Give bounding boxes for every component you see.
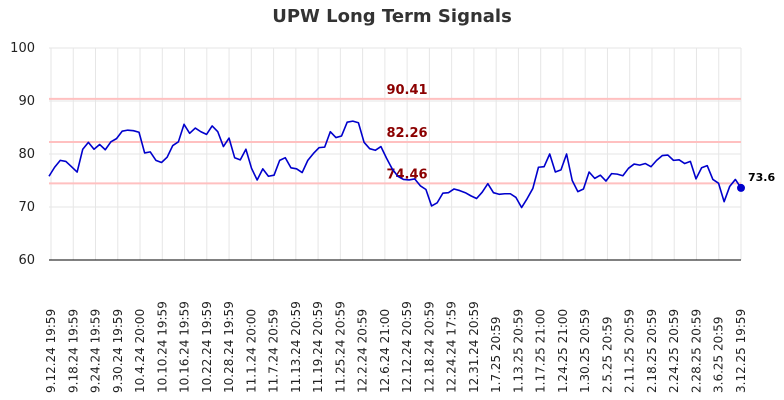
last-value-label: 73.6	[748, 171, 775, 184]
x-tick-label: 11.19.24 20:59	[311, 301, 325, 393]
x-tick-label: 10.22.24 19:59	[200, 301, 214, 393]
y-tick-label: 70	[18, 200, 35, 215]
x-tick-label: 2.24.25 20:59	[667, 309, 681, 393]
x-tick-label: 12.6.24 21:00	[378, 309, 392, 393]
x-tick-label: 9.18.24 19:59	[66, 309, 80, 393]
x-tick-label: 1.17.25 21:00	[534, 309, 548, 393]
x-tick-label: 10.28.24 19:59	[222, 301, 236, 393]
x-tick-label: 11.25.24 20:59	[333, 301, 347, 393]
x-tick-label: 9.30.24 19:59	[111, 309, 125, 393]
signal-line-label: 82.26	[386, 126, 427, 141]
x-tick-label: 12.24.24 17:59	[445, 301, 459, 393]
x-tick-label: 10.10.24 19:59	[155, 301, 169, 393]
x-tick-label: 11.13.24 20:59	[289, 301, 303, 393]
x-tick-label: 12.2.24 20:59	[356, 309, 370, 393]
signal-line-label: 90.41	[386, 83, 427, 98]
x-tick-label: 1.13.25 20:59	[511, 309, 525, 393]
y-tick-label: 100	[10, 41, 35, 56]
y-tick-label: 80	[18, 147, 35, 162]
x-tick-label: 3.12.25 19:59	[734, 309, 748, 393]
x-tick-label: 2.18.25 20:59	[645, 309, 659, 393]
y-tick-label: 60	[18, 253, 35, 268]
y-tick-label: 90	[18, 94, 35, 109]
x-tick-label: 1.30.25 20:59	[578, 309, 592, 393]
x-tick-label: 11.1.24 20:00	[244, 309, 258, 393]
x-tick-label: 1.7.25 20:59	[489, 316, 503, 393]
x-tick-label: 2.5.25 20:59	[600, 316, 614, 393]
x-tick-label: 2.28.25 20:59	[689, 309, 703, 393]
x-tick-label: 10.16.24 19:59	[178, 301, 192, 393]
x-tick-label: 1.24.25 21:00	[556, 309, 570, 393]
x-tick-label: 12.18.24 20:59	[422, 301, 436, 393]
x-tick-label: 9.24.24 19:59	[89, 309, 103, 393]
x-tick-label: 12.12.24 20:59	[400, 301, 414, 393]
x-tick-label: 12.31.24 20:59	[467, 301, 481, 393]
signal-line-label: 74.46	[386, 167, 427, 182]
x-tick-label: 10.4.24 20:00	[133, 309, 147, 393]
x-tick-label: 3.6.25 20:59	[712, 316, 726, 393]
price-series-line	[48, 120, 742, 209]
last-value-marker	[737, 183, 745, 192]
chart-title: UPW Long Term Signals	[272, 6, 512, 27]
x-tick-label: 9.12.24 19:59	[44, 309, 58, 393]
x-tick-label: 11.7.24 20:59	[267, 309, 281, 393]
x-tick-label: 2.11.25 20:59	[623, 309, 637, 393]
